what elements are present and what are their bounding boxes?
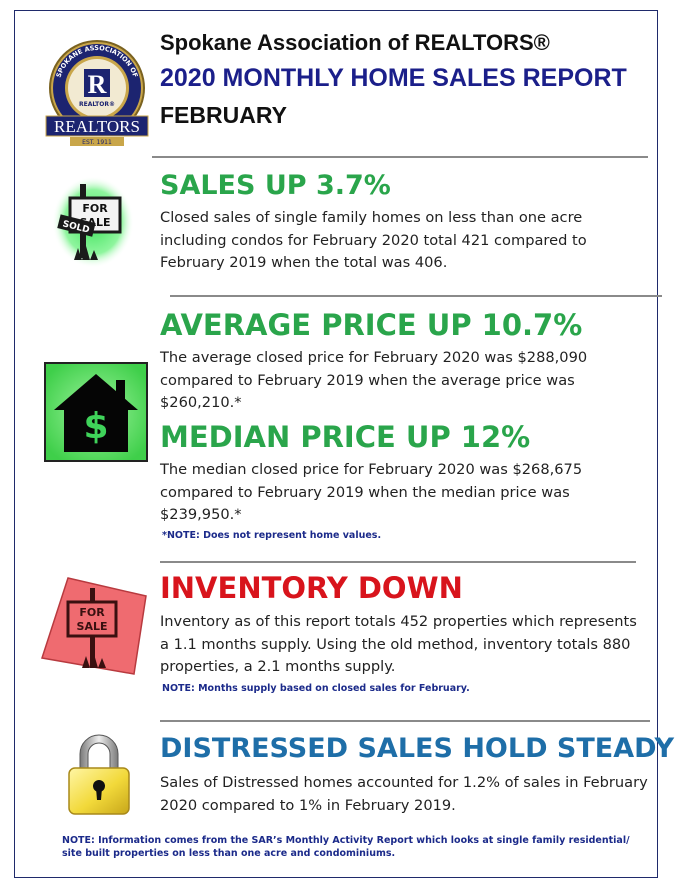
dollar-symbol: $ <box>83 406 108 447</box>
average-text: The average closed price for February 20… <box>160 349 588 411</box>
for-sale-sign-icon: FOR SALE <box>41 577 147 675</box>
inventory-heading: INVENTORY DOWN <box>160 571 463 605</box>
distressed-text: Sales of Distressed homes accounted for … <box>160 774 648 814</box>
sold-sign-icon: FOR SALE SOLD <box>52 176 134 268</box>
divider-3 <box>160 561 636 563</box>
for-sale-for-text: FOR <box>79 606 105 619</box>
sales-heading: SALES UP 3.7% <box>160 170 391 201</box>
footer-note: NOTE: Information comes from the SAR’s M… <box>62 835 630 859</box>
inventory-note: NOTE: Months supply based on closed sale… <box>162 683 470 694</box>
sales-text: Closed sales of single family homes on l… <box>160 209 587 271</box>
report-title: 2020 MONTHLY HOME SALES REPORT <box>160 64 627 92</box>
logo-caption: REALTOR® <box>79 101 115 108</box>
realtors-logo: SPOKANE ASSOCIATION OF R REALTOR® REALTO… <box>45 40 149 146</box>
page-border <box>14 10 658 878</box>
average-heading: AVERAGE PRICE UP 10.7% <box>160 308 583 342</box>
report-month: FEBRUARY <box>160 102 287 128</box>
divider-1 <box>152 156 648 158</box>
logo-banner-text: REALTORS <box>54 117 140 136</box>
divider-4 <box>160 720 650 722</box>
inventory-text: Inventory as of this report totals 452 p… <box>160 613 637 675</box>
sign-for-text: FOR <box>82 202 108 215</box>
median-note: *NOTE: Does not represent home values. <box>162 530 382 541</box>
for-sale-sale-text: SALE <box>77 620 108 633</box>
median-heading: MEDIAN PRICE UP 12% <box>160 420 531 454</box>
organization-name: Spokane Association of REALTORS® <box>160 30 550 55</box>
logo-est-text: EST. 1911 <box>82 139 112 146</box>
padlock-icon <box>68 734 130 815</box>
logo-r-letter: R <box>88 70 107 99</box>
distressed-heading: DISTRESSED SALES HOLD STEADY <box>160 733 675 764</box>
median-text: The median closed price for February 202… <box>160 461 583 523</box>
divider-2 <box>170 295 662 297</box>
house-dollar-icon: $ <box>44 362 148 462</box>
